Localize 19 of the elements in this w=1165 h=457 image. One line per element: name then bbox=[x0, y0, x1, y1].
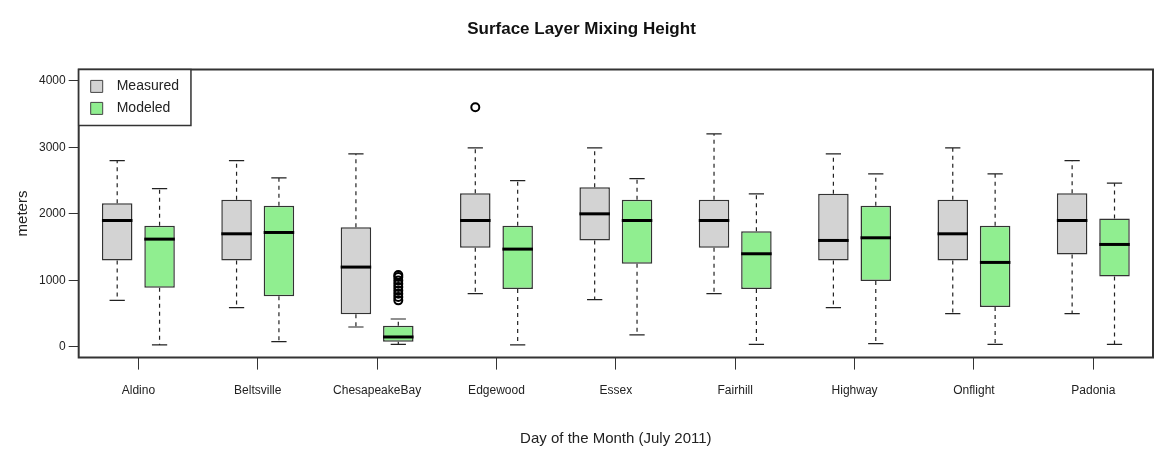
y-tick-label: 3000 bbox=[38, 139, 67, 154]
legend-label: Measured bbox=[116, 77, 179, 94]
y-tick-label: 4000 bbox=[38, 73, 67, 88]
x-axis-title: Day of the Month (July 2011) bbox=[520, 429, 712, 447]
x-tick-label: Onflight bbox=[953, 383, 996, 398]
y-tick-label: 1000 bbox=[38, 272, 67, 287]
x-tick-label: ChesapeakeBay bbox=[333, 383, 422, 398]
x-tick-label: Essex bbox=[599, 383, 633, 398]
y-axis-title: meters bbox=[13, 190, 31, 237]
x-tick-label: Fairhill bbox=[717, 383, 753, 398]
x-tick-label: Edgewood bbox=[468, 383, 525, 398]
x-tick-label: Highway bbox=[831, 383, 878, 398]
y-tick-label: 0 bbox=[59, 339, 67, 354]
y-tick-label: 2000 bbox=[38, 206, 67, 221]
x-tick-label: Padonia bbox=[1071, 383, 1116, 398]
x-tick-label: Beltsville bbox=[234, 383, 282, 398]
x-tick-label: Aldino bbox=[121, 383, 156, 398]
legend-label: Modeled bbox=[116, 99, 171, 116]
chart-title: Surface Layer Mixing Height bbox=[467, 18, 697, 38]
